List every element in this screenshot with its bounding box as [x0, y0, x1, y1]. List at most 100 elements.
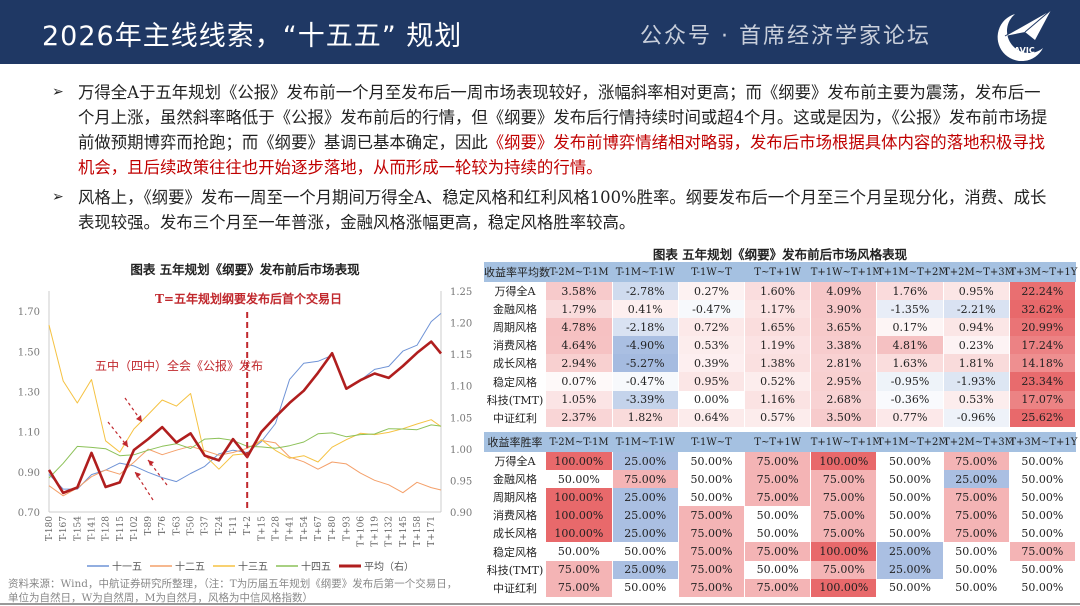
- y-left-tick-label: 1.10: [18, 428, 40, 439]
- table-cell: 0.77%: [876, 408, 944, 427]
- table-cell: 22.24%: [1009, 282, 1077, 301]
- y-right-tick-label: 0.95: [450, 476, 472, 487]
- table-cell: 1.17%: [744, 300, 812, 319]
- table-cell: 17.07%: [1009, 390, 1077, 409]
- legend-label: 平均（右）: [364, 560, 414, 573]
- table-cell: 50.00%: [1009, 470, 1077, 489]
- table-cell: 50.00%: [876, 452, 944, 471]
- table-cell: 3.58%: [546, 282, 613, 301]
- table-cell: 4.81%: [876, 336, 944, 355]
- table-cell: 100.00%: [546, 488, 613, 507]
- table-cell: 50.00%: [876, 488, 944, 507]
- y-right-tick-label: 1.05: [450, 413, 472, 424]
- y-right-tick-label: 1.10: [450, 382, 472, 393]
- table-cell: 75.00%: [546, 560, 613, 579]
- legend-label: 十一五: [112, 560, 142, 573]
- table-cell: 0.94%: [943, 318, 1010, 337]
- table-row: 金融风格 1.79% 0.41% -0.47% 1.17% 3.90% -1.35% -2.2…: [484, 300, 1077, 319]
- column-header: T+1M~T+2M: [876, 432, 949, 452]
- table-cell: 1.16%: [744, 390, 812, 409]
- table-cell: 0.57%: [744, 408, 812, 427]
- title-bar: 2026年主线线索，“十五五” 规划 公众号 · 首席经济学家论坛 AVIC: [0, 0, 1080, 64]
- table-cell: 50.00%: [1009, 524, 1077, 543]
- table-cell: 100.00%: [546, 452, 613, 471]
- row-label: 金融风格: [484, 470, 546, 489]
- table-cell: 100.00%: [810, 542, 878, 561]
- chart-title: 图表 五年规划《纲要》发布前后市场表现: [130, 262, 360, 277]
- x-tick-label: T+132: [385, 516, 395, 547]
- column-header: T~T+1W: [744, 262, 811, 282]
- x-tick-label: T+41: [286, 516, 296, 541]
- table-cell: -1.35%: [876, 300, 944, 319]
- table-cell: 2.95%: [810, 372, 878, 391]
- table-cell: 50.00%: [943, 542, 1010, 561]
- table-cell: 3.90%: [810, 300, 878, 319]
- table-cell: 50.00%: [744, 524, 812, 543]
- table-cell: 75.00%: [744, 452, 812, 471]
- table-row: 科技(TMT) 75.00% 25.00% 75.00% 50.00% 75.00% 25.…: [484, 560, 1077, 579]
- legend-label: 十二五: [175, 560, 205, 573]
- row-label: 消费风格: [484, 506, 546, 525]
- table-cell: 50.00%: [678, 452, 746, 471]
- table-cell: 100.00%: [546, 524, 613, 543]
- table-cell: 25.00%: [612, 524, 679, 543]
- table-cell: 50.00%: [943, 560, 1010, 579]
- table-cell: 1.65%: [744, 318, 812, 337]
- x-tick-label: T-24: [215, 516, 225, 536]
- table-cell: 0.64%: [678, 408, 746, 427]
- table-cell: 0.95%: [943, 282, 1010, 301]
- row-label: 消费风格: [484, 336, 546, 355]
- table-cell: 75.00%: [943, 488, 1010, 507]
- row-label: 科技(TMT): [484, 560, 546, 579]
- row-label: 中证红利: [484, 408, 546, 427]
- table-cell: 2.94%: [546, 354, 613, 373]
- table-cell: 0.00%: [678, 390, 746, 409]
- table-cell: 1.60%: [744, 282, 812, 301]
- table-cell: -2.21%: [943, 300, 1010, 319]
- table-cell: 75.00%: [546, 578, 613, 597]
- table-cell: 50.00%: [1009, 578, 1077, 597]
- table-row: 周期风格 4.78% -2.18% 0.72% 1.65% 3.65% 0.17% 0.94%…: [484, 318, 1077, 337]
- column-header: T-2M~T-1M: [546, 432, 613, 452]
- bullet-text: 风格上，《纲要》发布一周至一个月期间万得全A、稳定风格和红利风格100%胜率。纲…: [78, 188, 1047, 232]
- table-cell: 75.00%: [744, 578, 812, 597]
- table-cell: 0.23%: [943, 336, 1010, 355]
- table-cell: 75.00%: [678, 542, 746, 561]
- arrow-bullet-icon: ➢: [52, 84, 64, 100]
- table-cell: 100.00%: [546, 506, 613, 525]
- table-cell: 4.78%: [546, 318, 613, 337]
- table-cell: 23.34%: [1009, 372, 1077, 391]
- y-right-tick-label: 0.90: [450, 508, 472, 519]
- table-cell: -4.90%: [612, 336, 679, 355]
- y-left-tick-label: 0.90: [18, 468, 40, 479]
- table-cell: 0.27%: [678, 282, 746, 301]
- table-cell: 1.05%: [546, 390, 613, 409]
- table-title: 图表 五年规划《纲要》发布前后市场风格表现: [652, 247, 908, 262]
- column-header: T+1W~T+1M: [810, 262, 882, 282]
- x-tick-label: T-89: [144, 516, 154, 536]
- bullet-highlight: 《纲要》发布前博弈情绪相对略弱，发布后市场根据具体内容的落地积极寻找机会，且后续…: [78, 133, 1046, 177]
- x-tick-label: T+119: [371, 516, 381, 547]
- table-row: 稳定风格 50.00% 50.00% 75.00% 75.00% 100.00% 25.00…: [484, 542, 1077, 561]
- y-left-tick-label: 1.70: [18, 307, 40, 318]
- x-tick-label: T-141: [87, 516, 97, 541]
- column-header: 收益率平均数: [484, 262, 550, 282]
- table-cell: 75.00%: [810, 488, 878, 507]
- table-cell: 50.00%: [1009, 506, 1077, 525]
- table-cell: -2.78%: [612, 282, 679, 301]
- table-cell: 1.82%: [612, 408, 679, 427]
- column-header: T+3M~T+1Y: [1009, 432, 1077, 452]
- y-left-tick-label: 1.30: [18, 387, 40, 398]
- table-cell: 75.00%: [943, 506, 1010, 525]
- table-cell: 4.64%: [546, 336, 613, 355]
- divider: [0, 603, 1080, 605]
- table-cell: 50.00%: [876, 578, 944, 597]
- x-tick-label: T-11: [229, 516, 239, 535]
- table-cell: 4.09%: [810, 282, 878, 301]
- table-cell: 75.00%: [810, 470, 878, 489]
- table-cell: 50.00%: [678, 488, 746, 507]
- table-cell: -0.47%: [678, 300, 746, 319]
- table-cell: 1.76%: [876, 282, 944, 301]
- x-tick-label: T+93: [342, 516, 352, 541]
- row-label: 成长风格: [484, 354, 546, 373]
